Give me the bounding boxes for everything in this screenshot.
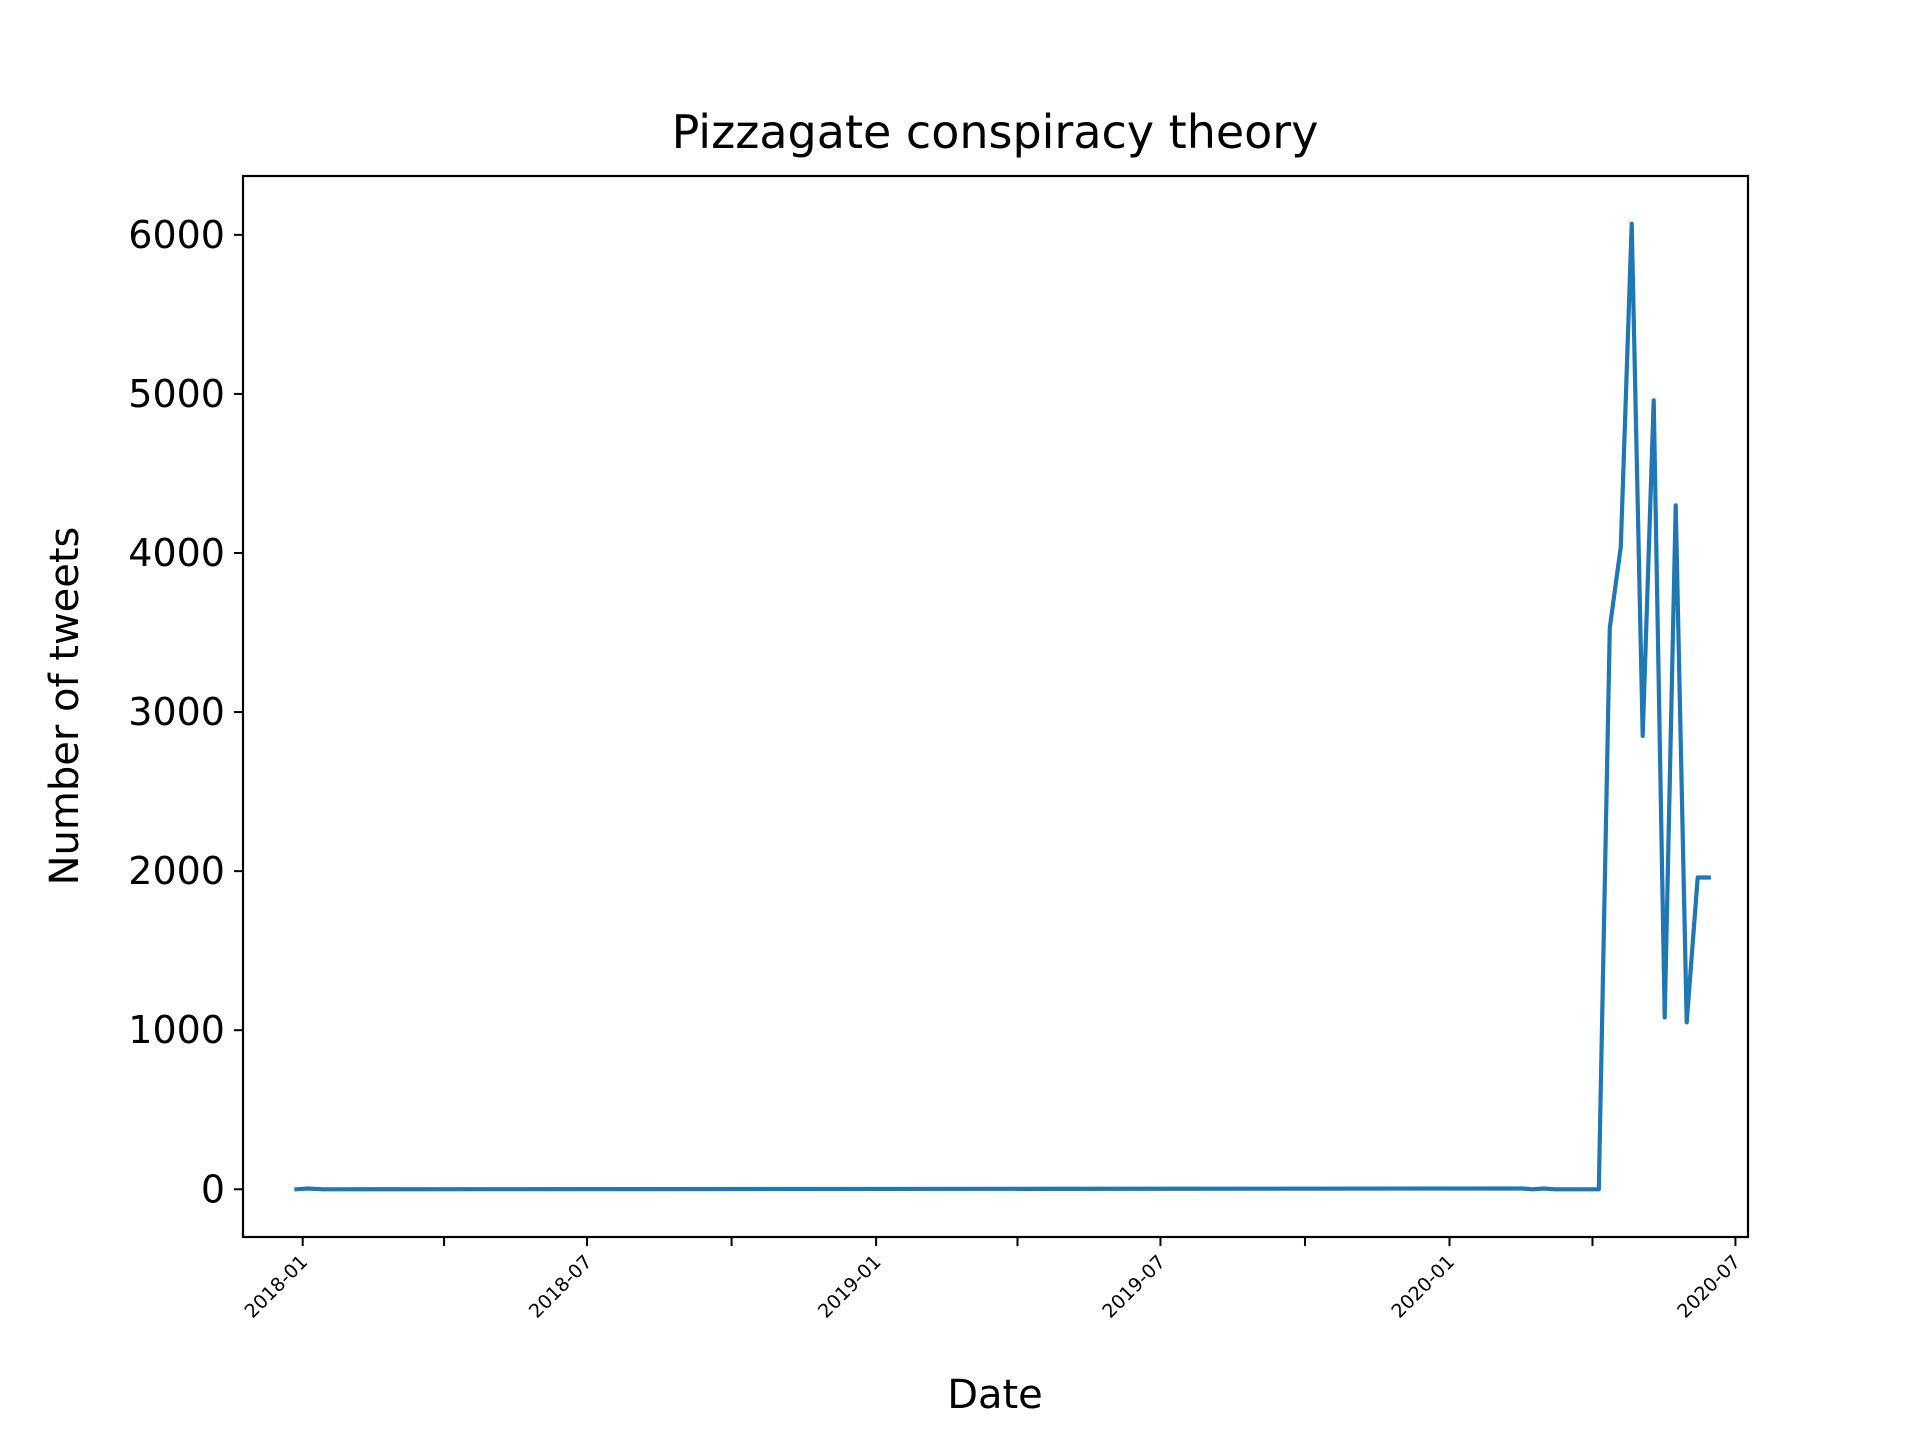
x-tick-label: 2018-07 [525, 1251, 597, 1323]
x-tick-label: 2019-07 [1098, 1251, 1170, 1323]
y-tick-label: 6000 [128, 213, 225, 257]
series-group [294, 221, 1711, 1192]
x-tick-label: 2020-01 [1387, 1251, 1459, 1323]
x-tick-label: 2018-01 [241, 1251, 313, 1323]
y-tick-label: 0 [201, 1167, 225, 1211]
plot-frame [241, 174, 1750, 1239]
x-tick-label: 2020-07 [1673, 1251, 1745, 1323]
series-line [294, 221, 1711, 1192]
y-tick-label: 2000 [128, 849, 225, 893]
y-tick-label: 1000 [128, 1008, 225, 1052]
y-axis-label: Number of tweets [42, 527, 88, 886]
y-axis: 0 1000 2000 3000 4000 5000 6000 [128, 213, 243, 1211]
chart-title: Pizzagate conspiracy theory [672, 105, 1319, 159]
x-tick-label: 2019-01 [814, 1251, 886, 1323]
x-axis: 2018-01 2018-07 2019-01 2019-07 2020-01 2020-… [241, 1237, 1745, 1323]
y-tick-label: 3000 [128, 690, 225, 734]
x-axis-label: Date [947, 1372, 1043, 1418]
y-tick-label: 5000 [128, 372, 225, 416]
y-tick-label: 4000 [128, 531, 225, 575]
